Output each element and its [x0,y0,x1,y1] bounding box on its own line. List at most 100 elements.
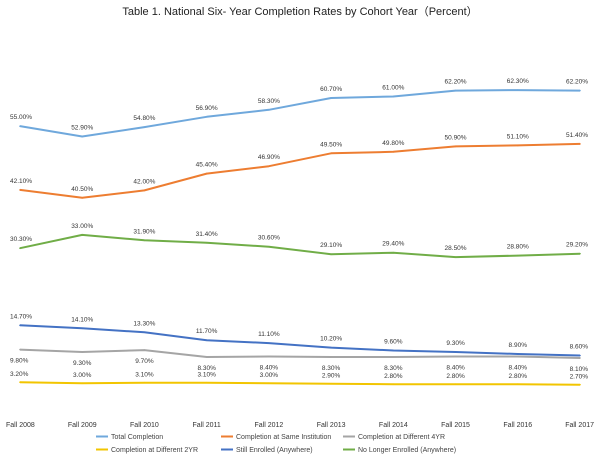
data-label-completion-at-different-4yr-1: 9.80% [10,358,29,365]
data-point-completion-at-different-2yr-2 [81,382,84,384]
data-label-completion-at-different-2yr-6: 2.90% [322,373,341,380]
data-label-still-enrolled-anywhere-7: 9.60% [384,339,403,346]
data-point-completion-at-different-4yr-10 [579,357,581,359]
series-line-no-longer-enrolled-anywhere [19,233,581,259]
data-label-completion-at-same-institution-2: 40.50% [71,186,93,193]
data-label-still-enrolled-anywhere-6: 10.20% [320,336,342,343]
data-point-no-longer-enrolled-anywhere-6 [330,253,332,255]
data-label-no-longer-enrolled-anywhere-1: 30.30% [10,236,32,243]
data-label-still-enrolled-anywhere-8: 9.30% [446,340,465,347]
data-label-completion-at-different-4yr-5: 8.40% [260,364,279,371]
data-label-total-completion-8: 62.20% [445,79,467,86]
data-label-total-completion-10: 62.20% [566,79,588,86]
data-label-total-completion-3: 54.80% [133,115,155,122]
data-label-completion-at-different-4yr-6: 8.30% [322,365,341,372]
data-point-no-longer-enrolled-anywhere-3 [143,239,146,242]
data-label-completion-at-different-4yr-3: 9.70% [135,358,154,365]
data-label-completion-at-same-institution-5: 46.90% [258,154,280,161]
data-point-completion-at-different-2yr-7 [392,383,395,385]
legend-label-no-longer-enrolled-anywhere: No Longer Enrolled (Anywhere) [358,447,456,454]
data-label-completion-at-same-institution-10: 51.40% [566,132,588,139]
legend-label-completion-at-same-institution: Completion at Same Institution [236,434,331,441]
x-tick-label: Fall 2008 [6,422,35,429]
data-point-still-enrolled-anywhere-5 [268,342,270,344]
data-label-completion-at-different-2yr-9: 2.80% [509,373,528,380]
data-point-completion-at-same-institution-7 [392,151,395,153]
data-point-completion-at-different-4yr-3 [143,349,146,351]
data-point-no-longer-enrolled-anywhere-8 [454,256,457,258]
legend-label-still-enrolled-anywhere: Still Enrolled (Anywhere) [236,447,313,454]
data-point-still-enrolled-anywhere-6 [330,346,332,349]
x-tick-label: Fall 2012 [254,422,283,429]
data-point-completion-at-different-4yr-7 [392,356,395,358]
data-label-total-completion-4: 56.90% [196,105,218,112]
data-point-no-longer-enrolled-anywhere-2 [81,234,84,236]
data-label-still-enrolled-anywhere-3: 13.30% [133,320,155,327]
data-point-completion-at-different-4yr-6 [330,356,332,358]
data-label-total-completion-9: 62.30% [507,78,529,85]
data-label-no-longer-enrolled-anywhere-5: 30.60% [258,235,280,242]
legend: Total Completion Completion at Same Insti… [96,434,456,454]
data-label-still-enrolled-anywhere-2: 14.10% [71,316,93,323]
data-point-completion-at-different-4yr-1 [19,348,21,351]
data-label-completion-at-same-institution-1: 42.10% [10,178,32,185]
data-label-completion-at-same-institution-7: 49.80% [382,140,404,147]
data-label-completion-at-different-4yr-10: 8.10% [570,366,589,373]
data-point-total-completion-9 [516,89,519,91]
data-point-completion-at-different-2yr-9 [516,383,519,385]
data-label-still-enrolled-anywhere-10: 8.60% [570,343,589,350]
data-label-completion-at-different-2yr-8: 2.80% [446,373,465,380]
data-label-no-longer-enrolled-anywhere-10: 29.20% [566,242,588,249]
data-label-completion-at-same-institution-4: 45.40% [196,162,218,169]
data-point-still-enrolled-anywhere-2 [81,327,84,330]
data-label-total-completion-5: 58.30% [258,98,280,105]
data-point-completion-at-same-institution-4 [205,172,208,175]
data-label-still-enrolled-anywhere-4: 11.70% [196,328,218,335]
data-point-still-enrolled-anywhere-4 [205,339,208,341]
data-label-completion-at-different-4yr-7: 8.30% [384,365,403,372]
data-label-no-longer-enrolled-anywhere-8: 28.50% [445,245,467,252]
data-point-completion-at-different-4yr-2 [81,351,84,353]
data-point-completion-at-different-4yr-9 [516,355,519,358]
data-point-completion-at-different-2yr-10 [579,383,581,386]
data-point-total-completion-6 [330,97,332,99]
data-label-total-completion-7: 61.00% [382,84,404,91]
data-point-still-enrolled-anywhere-8 [454,351,457,353]
data-point-no-longer-enrolled-anywhere-4 [205,241,208,244]
data-point-still-enrolled-anywhere-9 [516,353,519,355]
x-tick-label: Fall 2015 [441,422,470,429]
data-label-completion-at-same-institution-3: 42.00% [133,178,155,185]
series-line-completion-at-same-institution [19,142,581,199]
data-point-completion-at-same-institution-9 [516,144,519,147]
legend-label-completion-at-different-2yr: Completion at Different 2YR [111,447,198,454]
data-label-total-completion-2: 52.90% [71,125,93,132]
data-label-completion-at-different-2yr-3: 3.10% [135,372,154,379]
x-tick-label: Fall 2014 [379,422,408,429]
data-point-completion-at-different-2yr-1 [19,381,21,383]
series-line-completion-at-different-4yr [19,348,581,359]
data-label-completion-at-same-institution-9: 51.10% [507,133,529,140]
data-point-no-longer-enrolled-anywhere-7 [392,251,395,254]
data-label-no-longer-enrolled-anywhere-4: 31.40% [196,231,218,238]
x-tick-label: Fall 2011 [193,422,221,429]
data-point-still-enrolled-anywhere-10 [579,354,581,357]
data-label-no-longer-enrolled-anywhere-9: 28.80% [507,244,529,251]
legend-label-completion-at-different-4yr: Completion at Different 4YR [358,434,445,441]
data-label-completion-at-same-institution-8: 50.90% [445,134,467,141]
x-tick-label: Fall 2017 [565,422,594,429]
data-point-total-completion-7 [392,95,395,98]
data-point-completion-at-different-4yr-4 [205,356,208,358]
data-point-completion-at-same-institution-10 [579,143,581,145]
x-tick-label: Fall 2009 [68,422,97,429]
data-point-completion-at-same-institution-2 [81,197,84,199]
series-line-still-enrolled-anywhere [19,324,581,357]
data-point-completion-at-different-2yr-6 [330,382,332,385]
data-label-no-longer-enrolled-anywhere-3: 31.90% [133,228,155,235]
data-label-completion-at-different-2yr-7: 2.80% [384,373,403,380]
data-point-completion-at-same-institution-3 [143,189,146,192]
data-label-completion-at-different-2yr-10: 2.70% [570,374,589,381]
data-label-completion-at-different-4yr-2: 9.30% [73,360,92,367]
chart-title: Table 1. National Six- Year Completion R… [122,5,477,18]
data-point-completion-at-different-2yr-4 [205,381,208,384]
